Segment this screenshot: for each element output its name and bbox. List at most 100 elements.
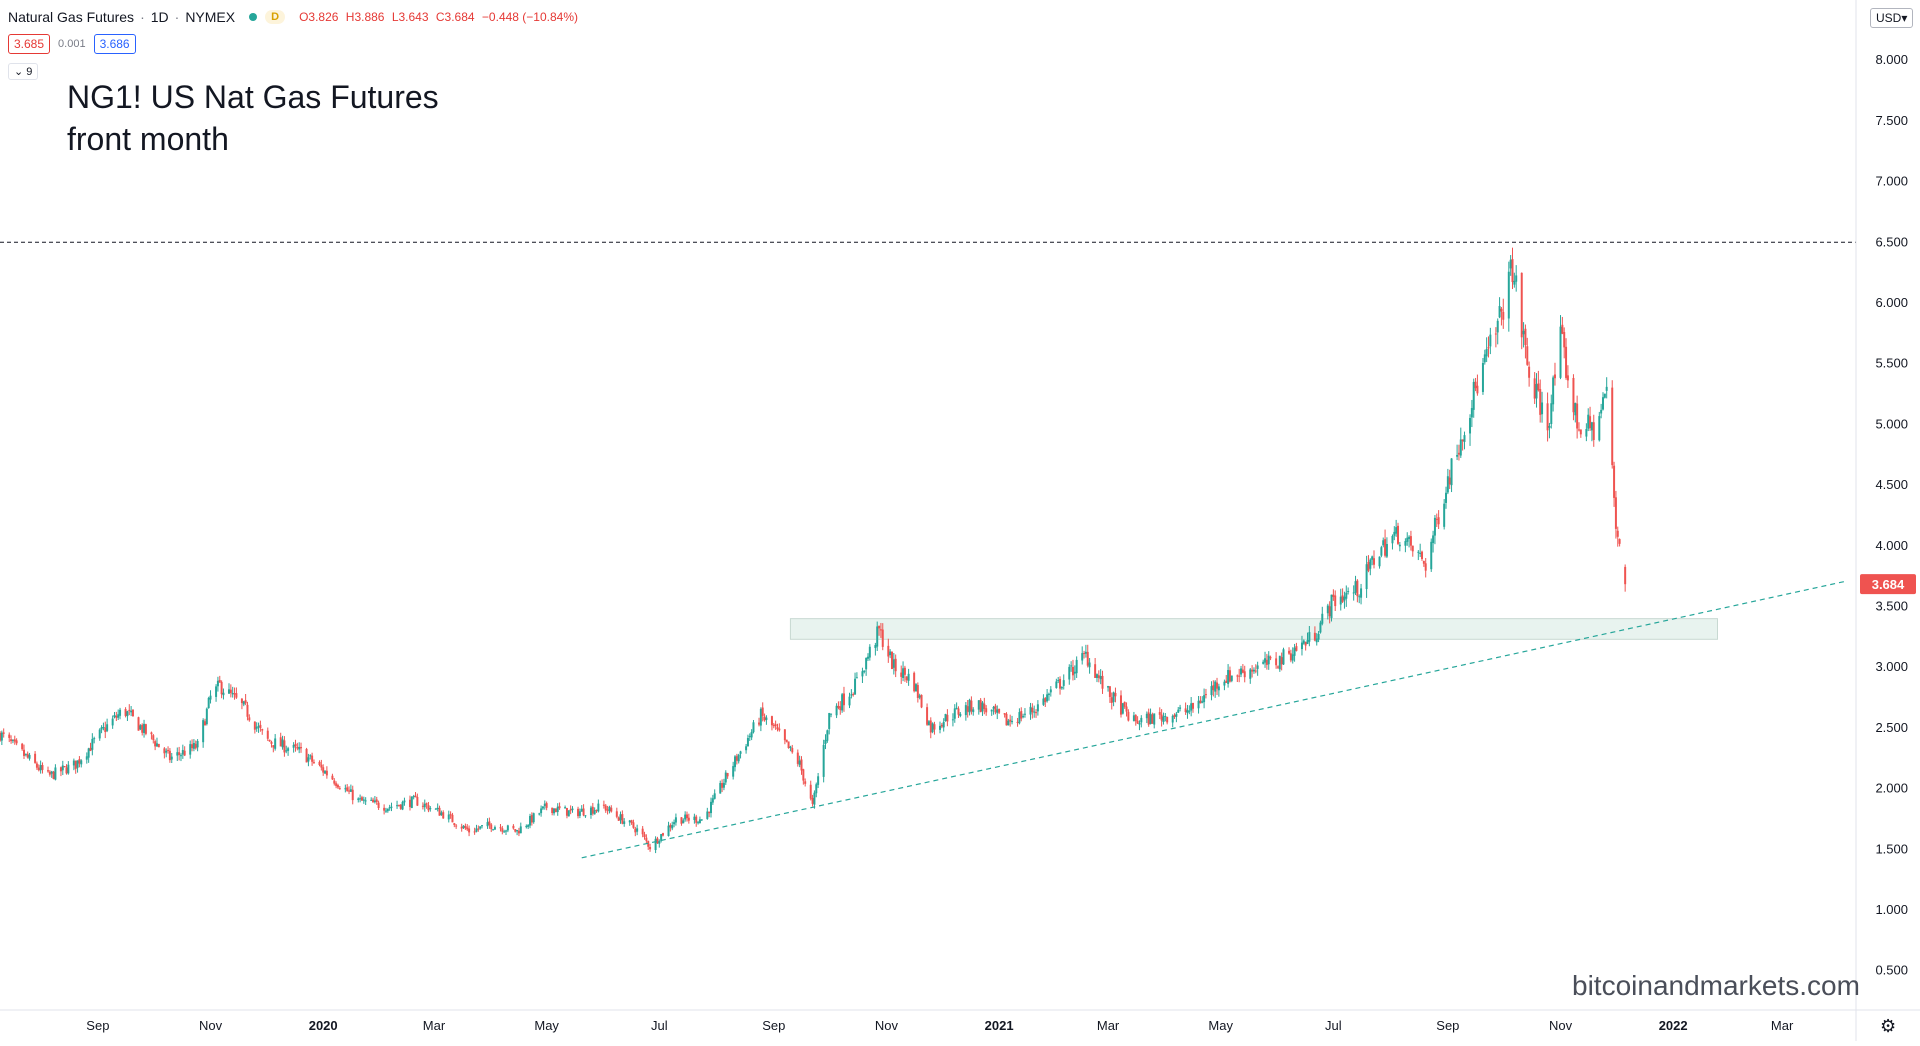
candle-body — [889, 651, 892, 656]
indicators-toggle[interactable]: ⌄ 9 — [8, 63, 39, 80]
candle-body — [268, 739, 271, 742]
currency-selector[interactable]: USD▾ — [1870, 8, 1914, 28]
y-tick-label: 4.000 — [1875, 538, 1908, 553]
candle — [632, 819, 635, 829]
candle-body — [272, 745, 275, 748]
candle — [1611, 380, 1614, 469]
plot-area[interactable] — [0, 0, 1856, 1010]
candle-body — [26, 753, 29, 758]
candle-body — [1502, 311, 1505, 320]
candle-body — [1291, 654, 1294, 661]
candle-body — [944, 714, 947, 722]
candle-body — [1559, 326, 1562, 378]
candle — [401, 800, 404, 811]
candle — [645, 834, 648, 844]
candle-body — [216, 680, 219, 687]
candle-body — [1485, 348, 1488, 357]
candle-body — [1472, 381, 1475, 410]
candle — [235, 687, 238, 699]
candle-body — [649, 846, 652, 850]
gear-icon[interactable]: ⚙ — [1880, 1016, 1897, 1036]
symbol-name[interactable]: Natural Gas Futures — [8, 9, 135, 25]
candle-body — [1036, 704, 1039, 712]
candle-body — [15, 740, 18, 744]
candle — [750, 729, 753, 741]
candle — [357, 797, 360, 803]
sell-price-button[interactable]: 3.685 — [8, 34, 51, 54]
candle — [519, 822, 522, 834]
candle-body — [1524, 328, 1527, 345]
candle — [390, 802, 393, 812]
candle-body — [881, 629, 884, 647]
candle-body — [850, 694, 853, 696]
candle-body — [617, 817, 620, 821]
candle — [1421, 550, 1424, 561]
candle — [170, 752, 173, 763]
price-axis[interactable]: 8.000 7.500 7.000 6.500 6.000 5.500 5.000 4.500… — [1875, 52, 1908, 978]
candle-body — [992, 707, 995, 709]
candle — [23, 744, 26, 760]
candle-body — [320, 764, 323, 768]
candle — [765, 715, 768, 725]
candle — [1605, 377, 1608, 399]
candle-body — [144, 724, 147, 734]
candle-body — [1341, 595, 1344, 602]
candle — [257, 722, 260, 733]
candle-body — [165, 750, 168, 753]
candle — [1275, 652, 1278, 669]
candle — [1432, 530, 1435, 553]
candle-body — [1212, 685, 1215, 691]
candle — [139, 724, 142, 731]
candle — [567, 810, 570, 817]
candle-body — [1496, 320, 1499, 333]
candle-body — [65, 767, 68, 774]
candle-body — [830, 713, 833, 715]
candle-body — [89, 747, 92, 751]
candle — [481, 825, 484, 829]
candle-body — [1535, 384, 1538, 399]
candle-body — [530, 815, 533, 823]
candle-body — [1108, 686, 1111, 697]
candle-body — [916, 685, 919, 698]
candle-body — [37, 767, 40, 771]
candle — [902, 661, 905, 682]
candle — [835, 703, 838, 719]
delayed-badge[interactable]: D — [265, 10, 286, 24]
candle-body — [776, 727, 779, 730]
candle-body — [645, 837, 648, 841]
resistance-zone[interactable] — [789, 618, 1718, 640]
candle-body — [1432, 535, 1435, 544]
candle-body — [1577, 429, 1580, 431]
candle-body — [1127, 711, 1130, 721]
candle — [804, 778, 807, 787]
interval-label[interactable]: 1D — [150, 9, 169, 25]
candle-body — [1227, 669, 1230, 684]
candle — [998, 708, 1001, 715]
candle — [52, 770, 55, 780]
candle-body — [492, 829, 495, 831]
candle — [1203, 688, 1206, 709]
candle-body — [939, 725, 942, 730]
candle-body — [1199, 700, 1202, 704]
candle-body — [344, 788, 347, 790]
candle — [1369, 558, 1372, 576]
time-axis[interactable]: Sep Nov 2020 Mar May Jul Sep Nov 2021 Mar May Jul Se… — [86, 1018, 1794, 1033]
candle-body — [1094, 664, 1097, 678]
buy-price-button[interactable]: 3.686 — [93, 34, 136, 54]
candle-body — [604, 805, 607, 811]
chart-annotation[interactable]: NG1! US Nat Gas Futures front month — [67, 76, 439, 160]
candle — [1358, 594, 1361, 604]
candle-body — [1097, 675, 1100, 678]
candle — [1204, 688, 1207, 699]
candle-body — [1210, 686, 1213, 696]
candle — [865, 657, 868, 676]
candle — [874, 642, 877, 656]
candle — [985, 705, 988, 716]
candle-body — [155, 743, 158, 747]
candle — [551, 807, 554, 816]
market-status-icon[interactable] — [249, 13, 258, 21]
candle — [735, 753, 738, 765]
candle — [1601, 392, 1604, 411]
